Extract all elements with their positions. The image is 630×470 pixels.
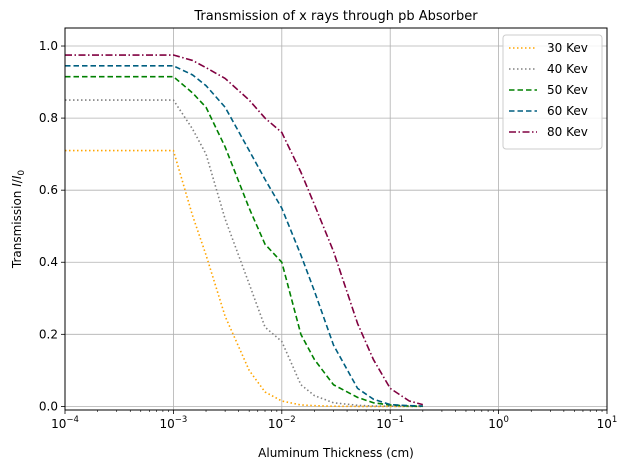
x-tick-base: 10 xyxy=(159,417,174,431)
x-tick-label: 10−1 xyxy=(376,415,404,431)
x-tick-label: 10−3 xyxy=(159,415,187,431)
series-line-80-kev xyxy=(65,54,424,406)
x-ticks: 10−4 10−3 10−2 10−1 100 101 xyxy=(51,410,617,431)
y-axis-label: Transmission I/I0 xyxy=(10,170,27,269)
x-tick-exponent: 1 xyxy=(612,415,617,425)
legend-label-80-kev: 80 Kev xyxy=(547,125,588,139)
y-label-slash: / xyxy=(10,178,24,183)
x-tick-base: 10 xyxy=(376,417,391,431)
y-tick-label: 0.2 xyxy=(39,327,58,341)
x-tick-label: 100 xyxy=(488,415,509,431)
legend-label-40-kev: 40 Kev xyxy=(547,62,588,76)
x-tick-exponent: −1 xyxy=(392,415,405,425)
legend-box xyxy=(502,34,603,150)
series-line-60-kev xyxy=(65,65,423,407)
series-line-40-kev xyxy=(65,99,423,408)
legend-label-50-kev: 50 Kev xyxy=(547,83,588,97)
y-tick-label: 0.8 xyxy=(39,111,58,125)
series-lines xyxy=(65,54,424,408)
y-tick-label: 0.6 xyxy=(39,183,58,197)
y-label-subscript: 0 xyxy=(17,170,27,176)
chart-title: Transmission of x rays through pb Absorb… xyxy=(193,9,478,24)
x-tick-exponent: −3 xyxy=(175,415,188,425)
legend-label-60-kev: 60 Kev xyxy=(547,104,588,118)
x-tick-exponent: −4 xyxy=(66,415,79,425)
plot-frame xyxy=(64,27,608,411)
x-tick-label: 10−4 xyxy=(51,415,79,431)
y-ticks: 0.0 0.2 0.4 0.6 0.8 1.0 xyxy=(39,39,65,413)
x-tick-exponent: −2 xyxy=(283,415,296,425)
y-label-i0: I xyxy=(10,175,24,179)
y-label-i: I xyxy=(10,183,24,187)
x-tick-base: 10 xyxy=(268,417,283,431)
y-label-main: Transmission xyxy=(10,187,24,269)
y-tick-label: 1.0 xyxy=(39,39,58,53)
x-tick-base: 10 xyxy=(488,417,503,431)
x-tick-label: 10−2 xyxy=(268,415,296,431)
y-tick-label: 0.0 xyxy=(39,399,58,413)
x-tick-base: 10 xyxy=(51,417,66,431)
x-tick-base: 10 xyxy=(597,417,612,431)
legend: 30 Kev 40 Kev 50 Kev 60 Kev 80 Kev xyxy=(502,34,603,150)
x-axis-label: Aluminum Thickness (cm) xyxy=(258,446,414,460)
x-tick-exponent: 0 xyxy=(504,415,509,425)
legend-label-30-kev: 30 Kev xyxy=(547,41,588,55)
series-line-50-kev xyxy=(65,75,423,408)
y-tick-label: 0.4 xyxy=(39,255,58,269)
x-tick-label: 101 xyxy=(597,415,618,431)
